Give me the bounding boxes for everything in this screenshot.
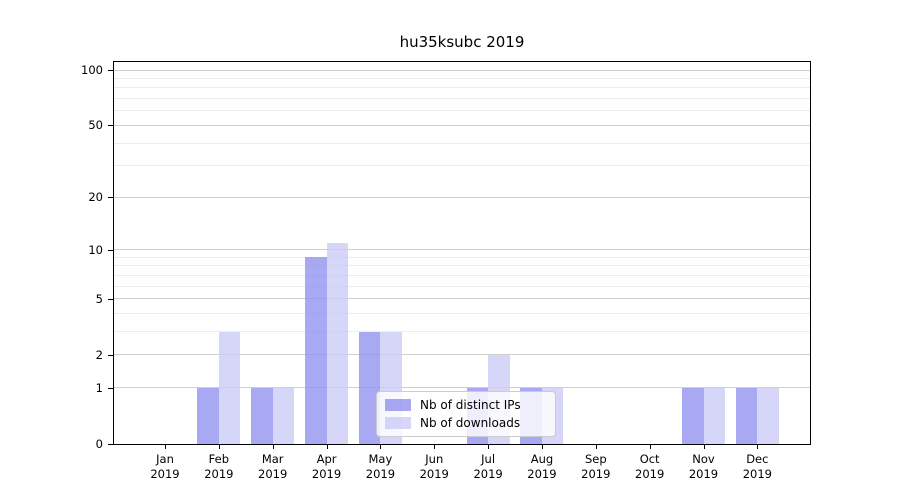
gridline-minor — [114, 331, 810, 333]
gridline-minor — [114, 87, 810, 89]
x-axis-tick — [649, 445, 651, 449]
bar-nb-of-downloads-apr — [326, 242, 349, 444]
gridline-major — [114, 387, 810, 389]
bar-nb-of-distinct-ips-mar — [251, 387, 273, 444]
gridline-minor — [114, 285, 810, 287]
gridline-major — [114, 354, 810, 356]
y-axis-tick — [108, 387, 113, 389]
x-tick-label: Nov 2019 — [688, 452, 719, 481]
bar-nb-of-downloads-nov — [703, 387, 725, 444]
legend-label-distinct-ips: Nb of distinct IPs — [420, 398, 521, 412]
y-tick-label: 2 — [95, 347, 103, 362]
y-axis-tick — [108, 197, 113, 199]
x-axis-tick — [272, 445, 274, 449]
legend: Nb of distinct IPs Nb of downloads — [376, 391, 556, 437]
bar-nb-of-distinct-ips-apr — [305, 257, 327, 444]
x-axis-tick — [703, 445, 705, 449]
bar-nb-of-downloads-mar — [272, 387, 295, 444]
legend-item-downloads: Nb of downloads — [385, 416, 547, 430]
bar-nb-of-distinct-ips-feb — [197, 387, 219, 444]
y-tick-label: 10 — [88, 242, 103, 257]
plot-area — [113, 61, 811, 445]
gridline-minor — [114, 142, 810, 144]
bar-nb-of-distinct-ips-dec — [735, 387, 758, 444]
x-axis-tick — [541, 445, 543, 449]
y-axis-tick — [108, 70, 113, 71]
gridline-minor — [114, 110, 810, 112]
gridline-major — [114, 249, 810, 251]
x-tick-label: Aug 2019 — [527, 452, 557, 481]
bar-nb-of-distinct-ips-may — [358, 331, 381, 444]
y-tick-label: 0 — [95, 437, 103, 451]
x-tick-label: May 2019 — [365, 452, 396, 481]
x-tick-label: Dec 2019 — [742, 452, 772, 481]
bar-nb-of-downloads-dec — [757, 387, 779, 444]
x-axis-tick — [165, 445, 166, 449]
x-tick-label: Jan 2019 — [150, 452, 180, 481]
x-tick-label: Oct 2019 — [635, 452, 665, 481]
y-tick-label: 20 — [88, 190, 103, 205]
gridline-minor — [114, 165, 810, 167]
bar-nb-of-distinct-ips-nov — [682, 387, 704, 444]
x-tick-label: Sep 2019 — [581, 452, 611, 481]
gridline-minor — [114, 256, 810, 258]
y-tick-label: 100 — [81, 63, 103, 77]
gridline-minor — [114, 274, 810, 276]
gridline-major — [114, 196, 810, 198]
x-axis-tick — [434, 445, 436, 449]
legend-swatch-downloads — [385, 417, 411, 429]
x-axis-tick — [218, 445, 220, 449]
legend-label-downloads: Nb of downloads — [420, 416, 521, 430]
y-tick-label: 1 — [95, 380, 103, 395]
x-tick-label: Mar 2019 — [258, 452, 288, 481]
gridline-major — [114, 298, 810, 300]
y-axis-tick — [108, 125, 113, 127]
x-tick-label: Feb 2019 — [204, 452, 234, 481]
legend-swatch-distinct-ips — [385, 399, 411, 411]
bar-nb-of-downloads-feb — [218, 331, 241, 444]
x-axis-tick — [757, 445, 759, 449]
x-axis-tick — [488, 445, 490, 449]
y-axis-tick — [108, 444, 113, 445]
x-tick-label: Apr 2019 — [311, 452, 342, 481]
gridline-major — [114, 124, 810, 126]
gridline-minor — [114, 98, 810, 100]
y-axis-tick — [108, 354, 113, 356]
x-tick-label: Jul 2019 — [473, 452, 503, 481]
x-axis-tick — [595, 445, 597, 449]
gridline-minor — [114, 313, 810, 315]
x-axis-tick — [326, 445, 328, 449]
y-axis-tick — [108, 249, 113, 251]
y-tick-label: 50 — [88, 118, 103, 133]
y-axis-tick — [108, 298, 113, 300]
gridline-minor — [114, 265, 810, 267]
gridline-minor — [114, 77, 810, 79]
x-axis-tick — [380, 445, 382, 449]
chart-title: hu35ksubc 2019 — [399, 33, 525, 51]
y-tick-label: 5 — [95, 291, 103, 306]
x-tick-label: Jun 2019 — [419, 452, 449, 481]
gridline-major — [114, 69, 810, 71]
legend-item-distinct-ips: Nb of distinct IPs — [385, 398, 547, 412]
